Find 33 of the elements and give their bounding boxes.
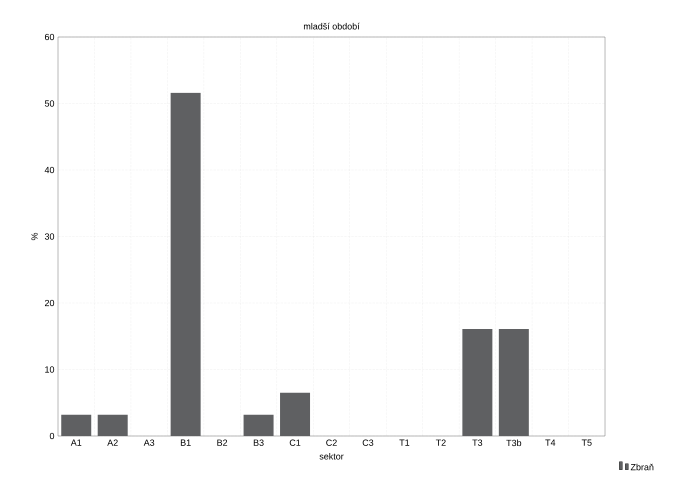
x-tick-label: C1 bbox=[290, 440, 300, 446]
bar bbox=[98, 414, 128, 436]
x-tick-label: T5 bbox=[582, 440, 592, 446]
bar bbox=[462, 328, 492, 436]
x-tick-label: B2 bbox=[217, 440, 228, 446]
x-tick-label: T1 bbox=[399, 440, 410, 446]
y-tick-label: 40 bbox=[44, 166, 54, 174]
x-tick-label: A3 bbox=[144, 440, 154, 446]
legend-label: Zbraň bbox=[630, 464, 654, 470]
x-tick-label: B1 bbox=[180, 440, 191, 446]
chart-title: mladší období bbox=[304, 22, 360, 30]
x-axis-title: sektor bbox=[320, 452, 344, 460]
x-tick-label: A1 bbox=[70, 440, 82, 446]
bar bbox=[61, 414, 92, 436]
bar bbox=[170, 92, 201, 436]
x-tick-label: A2 bbox=[107, 440, 118, 446]
y-tick-label: 0 bbox=[50, 432, 54, 440]
x-tick-label: C3 bbox=[362, 440, 374, 446]
y-tick-label: 10 bbox=[45, 366, 54, 373]
bar bbox=[280, 392, 310, 436]
x-tick-label: T3b bbox=[506, 440, 522, 446]
x-tick-label: T4 bbox=[545, 440, 556, 446]
y-tick-label: 50 bbox=[44, 100, 54, 107]
y-tick-label: 60 bbox=[44, 34, 54, 40]
y-tick-label: 20 bbox=[44, 300, 54, 306]
x-tick-label: B3 bbox=[254, 440, 264, 446]
x-tick-label: T3 bbox=[472, 440, 482, 446]
x-tick-label: T2 bbox=[436, 440, 446, 446]
bar bbox=[244, 414, 274, 436]
x-tick-label: C2 bbox=[326, 440, 337, 446]
bar bbox=[498, 328, 529, 436]
y-tick-label: 30 bbox=[44, 233, 54, 240]
y-axis-title: % bbox=[31, 232, 38, 240]
